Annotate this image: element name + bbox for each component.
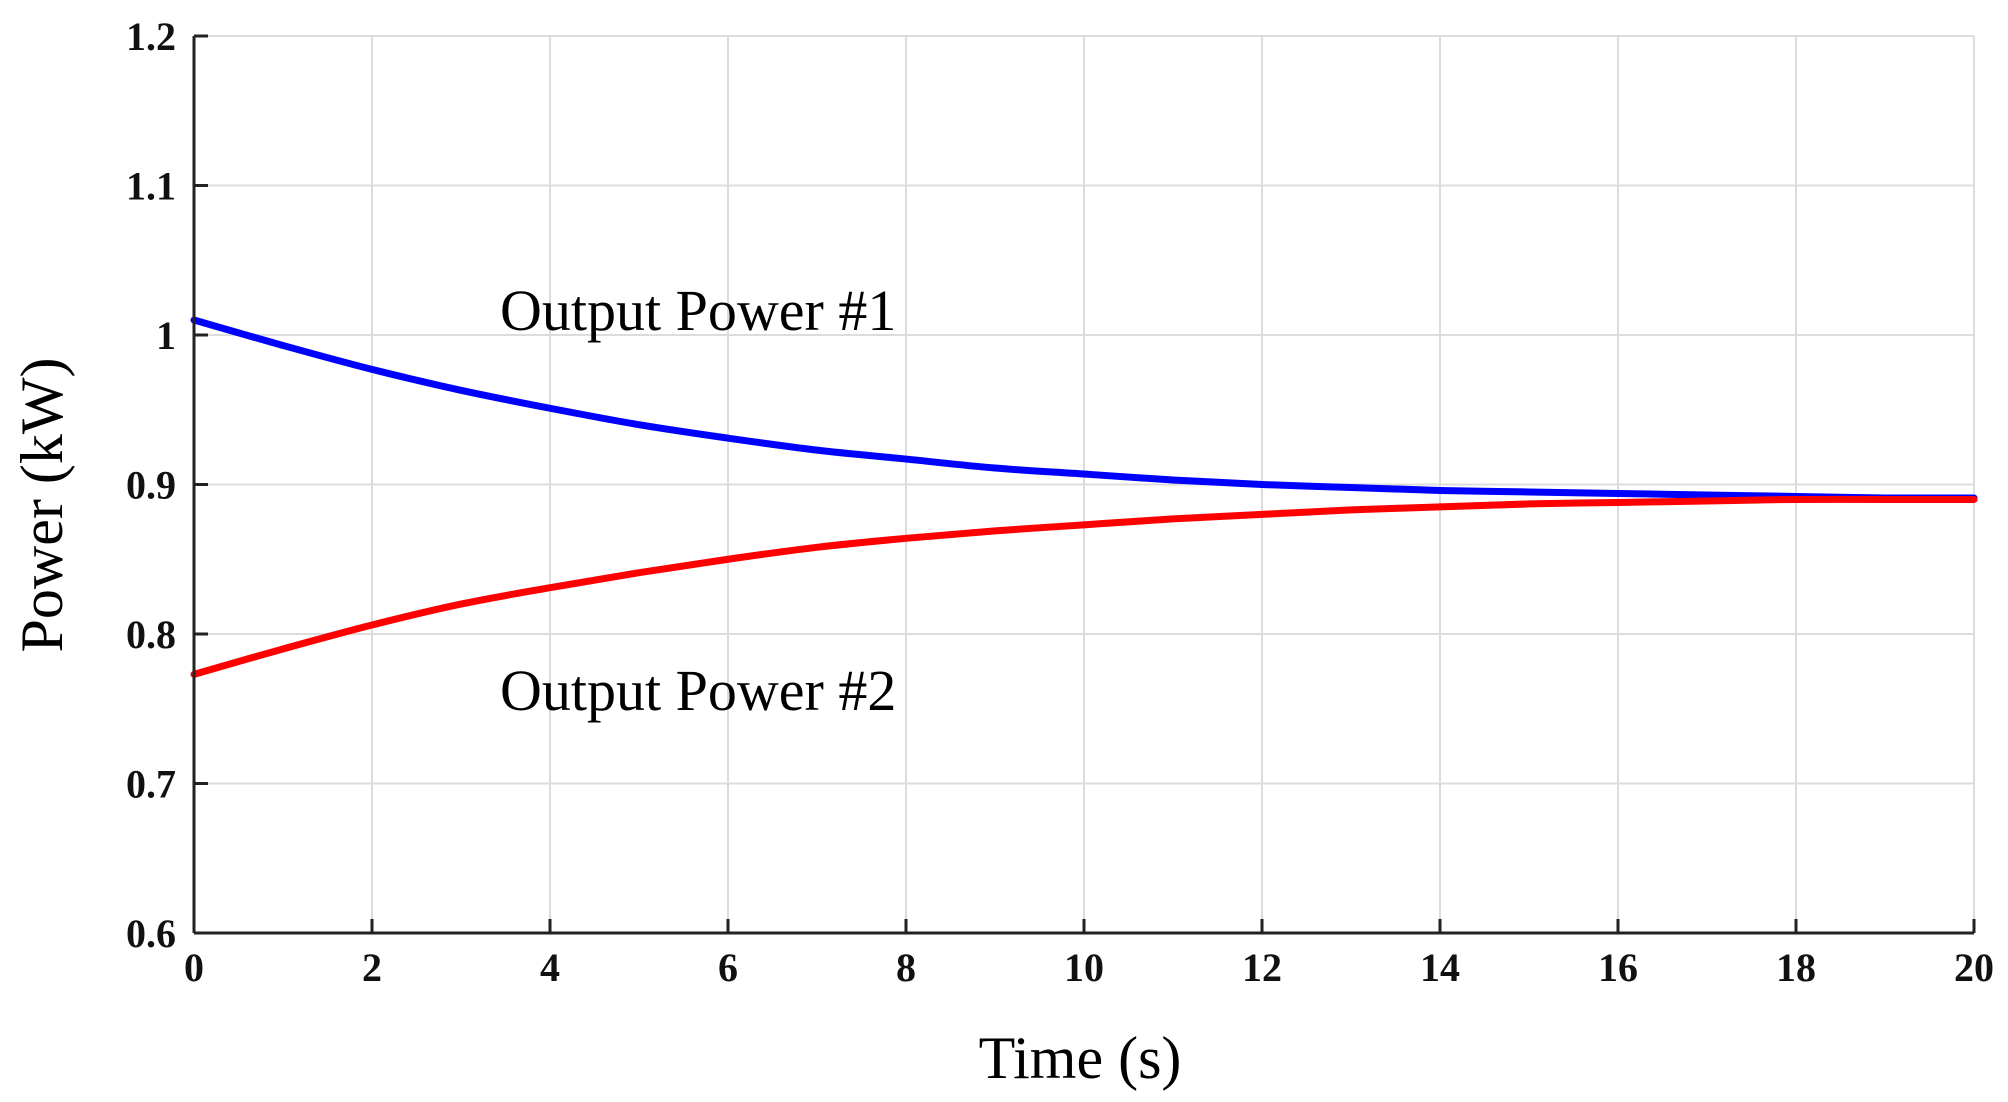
- series-line-1: [190, 316, 1978, 502]
- y-axis-title: Power (kW): [9, 358, 75, 653]
- x-tick-label: 0: [184, 945, 204, 990]
- y-tick-label: 1.2: [126, 14, 176, 59]
- tick-labels: 0 2 4 6 8 10 12 14 16 18 20 0.6 0.7 0.8 0.9 1 1.1 1.2: [126, 14, 1994, 990]
- axes: [192, 34, 1976, 935]
- series-line-2: [190, 495, 1978, 678]
- y-tick-label: 0.7: [126, 762, 176, 807]
- y-tick-label: 0.8: [126, 612, 176, 657]
- x-tick-label: 18: [1776, 945, 1816, 990]
- annotation-output-power-2: Output Power #2: [500, 658, 896, 723]
- x-tick-label: 8: [896, 945, 916, 990]
- x-tick-label: 20: [1954, 945, 1994, 990]
- x-tick-label: 6: [718, 945, 738, 990]
- x-tick-label: 14: [1420, 945, 1460, 990]
- x-tick-label: 10: [1064, 945, 1104, 990]
- annotation-output-power-1: Output Power #1: [500, 278, 896, 343]
- x-tick-label: 16: [1598, 945, 1638, 990]
- y-tick-label: 1.1: [126, 164, 176, 209]
- x-axis-title: Time (s): [979, 1025, 1182, 1091]
- x-tick-label: 4: [540, 945, 560, 990]
- x-tick-label: 12: [1242, 945, 1282, 990]
- y-tick-label: 0.9: [126, 463, 176, 508]
- series-layer: [190, 316, 1978, 678]
- y-tick-label: 0.6: [126, 911, 176, 956]
- x-tick-label: 2: [362, 945, 382, 990]
- grid: [193, 35, 1975, 934]
- y-tick-label: 1: [156, 313, 176, 358]
